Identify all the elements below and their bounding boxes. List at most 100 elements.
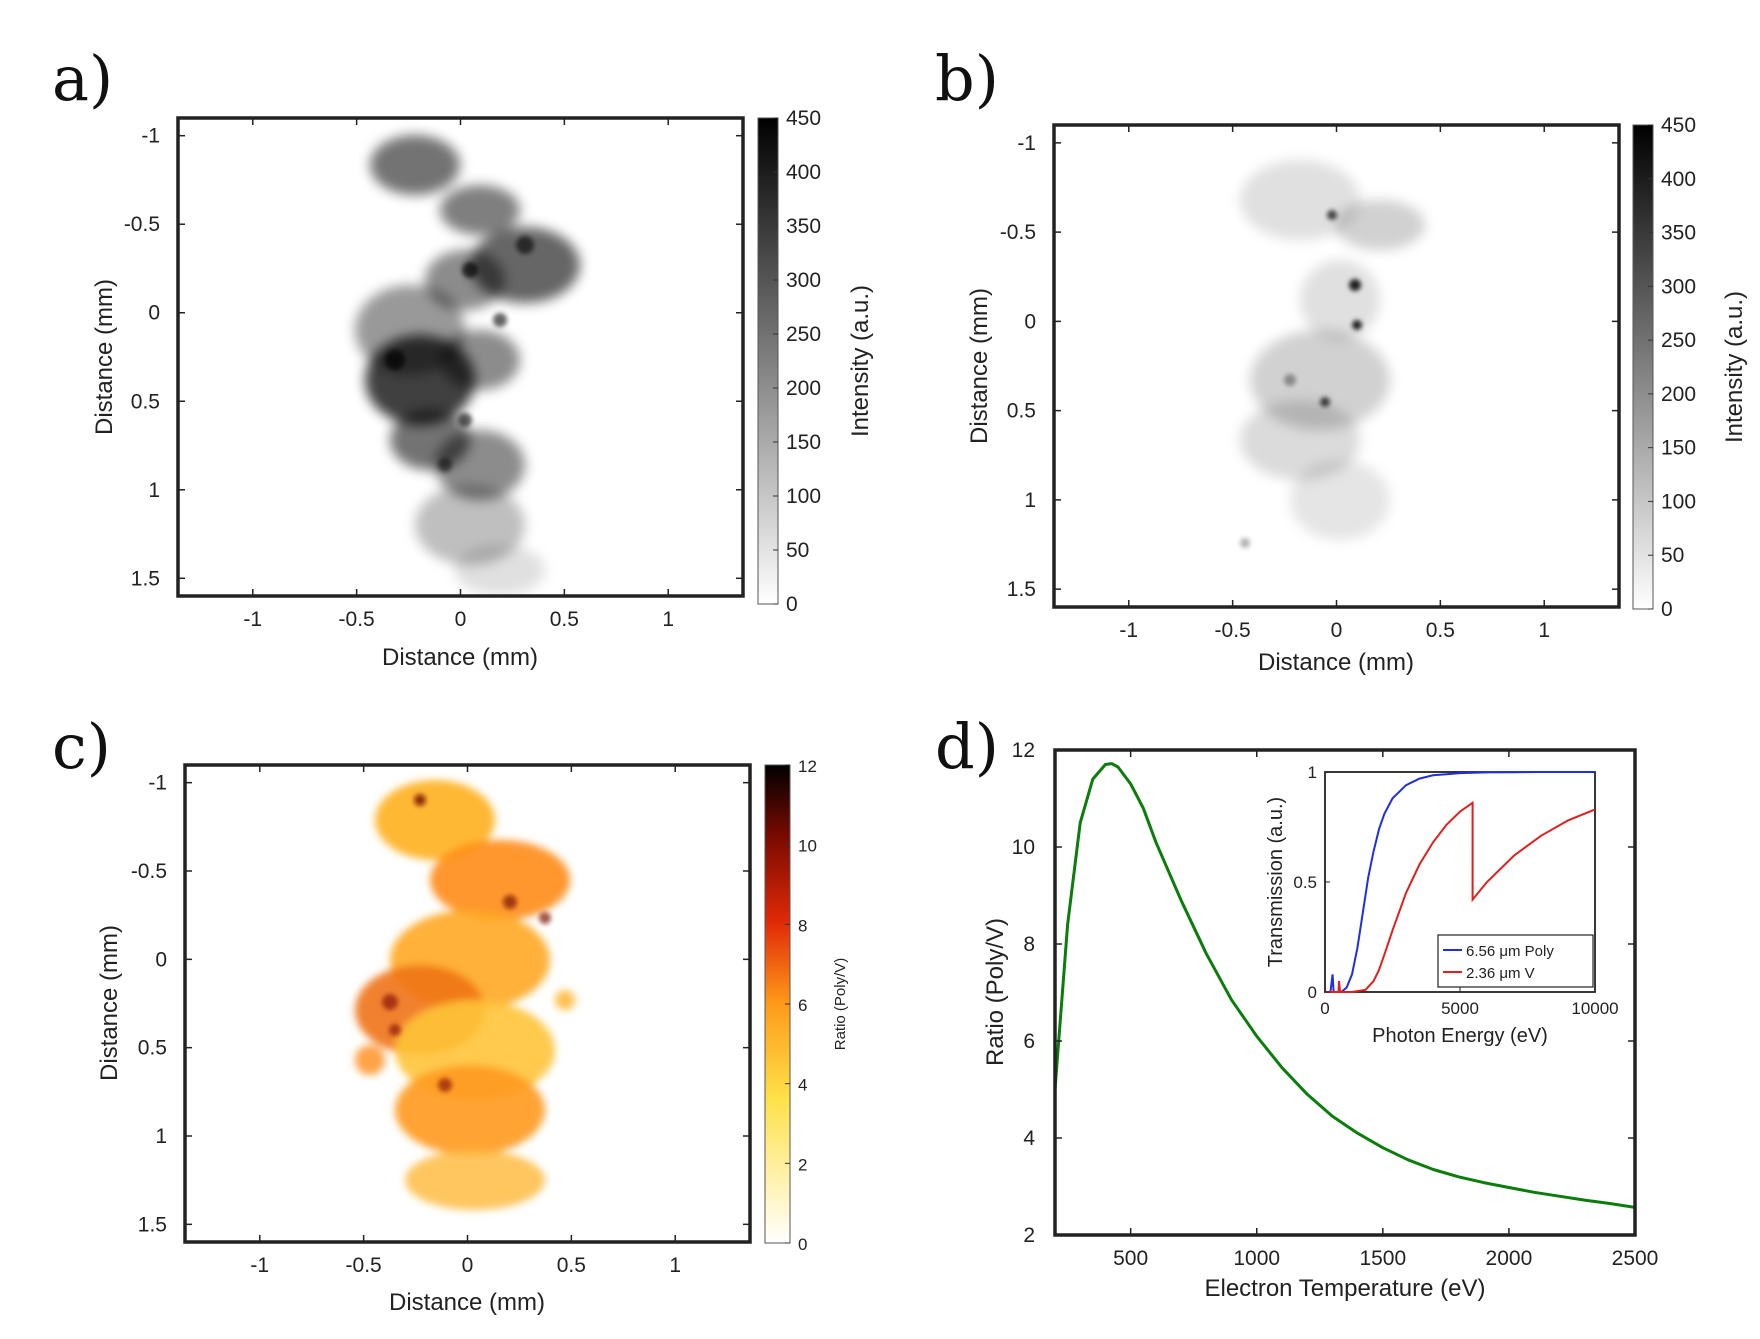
y-tick-label: 10	[1012, 836, 1035, 859]
y-tick-label: -1	[141, 125, 160, 148]
inset-legend: 6.56 μm Poly 2.36 μm V	[1437, 934, 1594, 988]
y-tick-label: 0	[148, 302, 160, 325]
panel-d-series	[1055, 762, 1635, 1209]
panel-b-xlabel: Distance (mm)	[1258, 649, 1414, 676]
panel-a-label: a)	[52, 42, 113, 115]
panel-d-axes-frame	[1053, 748, 1637, 1237]
panel-a-colorbar	[757, 117, 779, 605]
panel-a-ticks: -1 -0.5 0 0.5 1 -1 -0.5 0 0.5 1 1.5	[124, 118, 743, 631]
y-tick-label: 2	[1023, 1224, 1035, 1247]
x-tick-label: 2500	[1612, 1247, 1659, 1270]
colorbar-tick-label: 50	[1661, 544, 1684, 567]
colorbar-tick-label: 100	[1661, 490, 1696, 513]
colorbar-tick-label: 0	[1661, 598, 1673, 621]
x-tick-label: 0	[462, 1254, 474, 1277]
inset-x-tick-label: 5000	[1441, 999, 1479, 1018]
colorbar-tick-label: 200	[786, 377, 821, 400]
panel-c-colorbar-label: Ratio (Poly/V)	[832, 958, 849, 1051]
panel-b-image	[1240, 160, 1425, 548]
panel-c-ylabel: Distance (mm)	[96, 925, 123, 1081]
x-tick-label: 0.5	[550, 608, 579, 631]
colorbar-tick-label: 150	[1661, 437, 1696, 460]
panel-a-colorbar-label: Intensity (a.u.)	[847, 285, 874, 437]
y-tick-label: 12	[1012, 739, 1035, 762]
y-tick-label: 0.5	[138, 1037, 167, 1060]
x-tick-label: 1	[662, 608, 674, 631]
ratio-series-line	[1055, 762, 1635, 1209]
colorbar-tick-label: 400	[786, 161, 821, 184]
panel-b-colorbar-label: Intensity (a.u.)	[1721, 291, 1748, 443]
panel-a-image	[355, 135, 580, 595]
y-tick-label: 8	[1023, 933, 1035, 956]
colorbar-tick-label: 200	[1661, 383, 1696, 406]
colorbar-tick-label: 350	[786, 215, 821, 238]
panel-b-ticks: -1 -0.5 0 0.5 1 -1 -0.5 0 0.5 1 1.5	[1000, 125, 1619, 642]
colorbar-tick-label: 100	[786, 485, 821, 508]
y-tick-label: 0	[155, 948, 167, 971]
inset-y-tick-label: 0	[1308, 983, 1317, 1002]
colorbar-tick-label: 6	[798, 996, 807, 1015]
panel-b-ylabel: Distance (mm)	[966, 288, 993, 444]
inset-y-tick-label: 1	[1308, 763, 1317, 782]
panel-a: a)	[52, 42, 874, 671]
colorbar-tick-label: 2	[798, 1155, 807, 1174]
panel-b-label: b)	[935, 42, 999, 115]
colorbar-tick-label: 350	[1661, 222, 1696, 245]
y-tick-label: -1	[1017, 132, 1036, 155]
x-tick-label: 0.5	[557, 1254, 586, 1277]
colorbar-tick-label: 0	[786, 593, 798, 616]
panel-d-xlabel: Electron Temperature (eV)	[1204, 1275, 1485, 1302]
y-tick-label: -0.5	[124, 213, 160, 236]
x-tick-label: 500	[1113, 1247, 1148, 1270]
panel-d-inset: 0 5000 10000 0 0.5 1 Photon Energy (eV) Trans…	[1265, 763, 1619, 1047]
y-tick-label: 1.5	[131, 567, 160, 590]
x-tick-label: -1	[243, 608, 262, 631]
colorbar-tick-label: 450	[786, 107, 821, 130]
x-tick-label: -1	[250, 1254, 269, 1277]
colorbar-tick-label: 50	[786, 539, 809, 562]
panel-b: b) -1 -0.5 0 0.5 1 -1 -0.5 0 0.5 1 1.5 Distance (m…	[935, 42, 1748, 676]
y-tick-label: 0.5	[1007, 400, 1036, 423]
colorbar-tick-label: 250	[786, 323, 821, 346]
y-tick-label: 1	[1024, 489, 1036, 512]
colorbar-tick-label: 12	[798, 757, 817, 776]
inset-ylabel: Transmission (a.u.)	[1265, 797, 1287, 967]
colorbar-tick-label: 300	[786, 269, 821, 292]
colorbar-tick-label: 150	[786, 431, 821, 454]
y-tick-label: 6	[1023, 1030, 1035, 1053]
y-tick-label: 0.5	[131, 390, 160, 413]
colorbar-tick-label: 0	[798, 1235, 807, 1254]
x-tick-label: 0.5	[1426, 619, 1455, 642]
y-tick-label: 1	[155, 1125, 167, 1148]
y-tick-label: -0.5	[131, 860, 167, 883]
inset-xlabel: Photon Energy (eV)	[1372, 1025, 1548, 1047]
x-tick-label: -1	[1119, 619, 1138, 642]
inset-x-tick-label: 0	[1320, 999, 1329, 1018]
panel-b-colorbar-ticks: 0 50 100 150 200 250 300 350 400 450	[1648, 114, 1696, 621]
inset-x-tick-label: 10000	[1571, 999, 1618, 1018]
panel-c-ticks: -1 -0.5 0 0.5 1 -1 -0.5 0 0.5 1 1.5	[131, 765, 750, 1277]
inset-ticks: 0 5000 10000 0 0.5 1	[1293, 763, 1618, 1018]
x-tick-label: -0.5	[1215, 619, 1251, 642]
y-tick-label: 1	[148, 479, 160, 502]
panel-a-ylabel: Distance (mm)	[91, 279, 118, 435]
panel-c-label: c)	[52, 710, 111, 783]
panel-b-colorbar	[1632, 124, 1654, 610]
y-tick-label: -1	[148, 772, 167, 795]
panel-c-image	[355, 780, 575, 1210]
panel-a-xlabel: Distance (mm)	[382, 644, 538, 671]
legend-label-v: 2.36 μm V	[1466, 965, 1535, 982]
x-tick-label: 0	[1331, 619, 1343, 642]
y-tick-label: -0.5	[1000, 221, 1036, 244]
x-tick-label: 1000	[1233, 1247, 1280, 1270]
colorbar-tick-label: 250	[1661, 329, 1696, 352]
inset-y-tick-label: 0.5	[1293, 873, 1317, 892]
colorbar-tick-label: 400	[1661, 168, 1696, 191]
x-tick-label: 1500	[1359, 1247, 1406, 1270]
x-tick-label: 1	[1538, 619, 1550, 642]
y-tick-label: 1.5	[138, 1213, 167, 1236]
y-tick-label: 4	[1023, 1127, 1035, 1150]
